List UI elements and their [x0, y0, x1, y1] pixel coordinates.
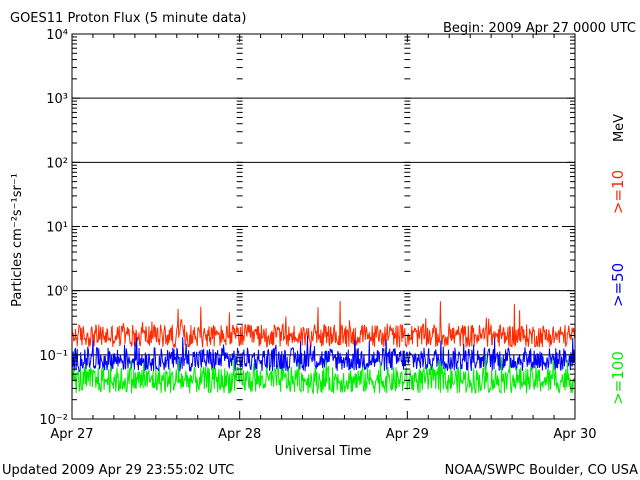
series-line — [71, 336, 576, 373]
y-tick-label: 10³ — [46, 92, 68, 107]
legend-entry: >=100 — [609, 351, 627, 405]
series-line — [71, 300, 576, 349]
x-tick-label: Apr 29 — [386, 427, 429, 442]
y-tick-label: 10² — [46, 156, 68, 171]
credit-label: NOAA/SWPC Boulder, CO USA — [445, 463, 638, 478]
y-tick-label: 10⁻¹ — [39, 349, 68, 364]
series-group — [71, 300, 576, 395]
y-tick-labels: 10⁴ 10³ 10² 10¹ 10⁰ 10⁻¹ 10⁻² — [39, 28, 68, 428]
begin-label: Begin: 2009 Apr 27 0000 UTC — [443, 21, 636, 36]
plot-frame — [71, 33, 576, 420]
y-tick-label: 10⁻² — [39, 413, 68, 428]
x-tick-label: Apr 28 — [218, 427, 261, 442]
tick-marks — [71, 34, 576, 420]
legend: >=10 >=50 >=100 — [609, 170, 627, 405]
grid-lines — [72, 97, 575, 356]
legend-entry: >=50 — [609, 263, 627, 307]
y-tick-label: 10⁴ — [46, 28, 68, 43]
x-axis-label: Universal Time — [275, 444, 372, 459]
x-tick-label: Apr 30 — [553, 427, 596, 442]
y-axis-label: Particles cm⁻²s⁻¹sr⁻¹ — [10, 173, 25, 307]
x-tick-labels: Apr 27 Apr 28 Apr 29 Apr 30 — [50, 427, 596, 442]
y-tick-label: 10⁰ — [46, 285, 68, 300]
updated-timestamp: Updated 2009 Apr 29 23:55:02 UTC — [2, 463, 234, 478]
series-line — [71, 355, 576, 395]
legend-entry: >=10 — [609, 170, 627, 214]
x-tick-label: Apr 27 — [50, 427, 93, 442]
y-tick-label: 10¹ — [46, 221, 68, 236]
unit-label: MeV — [612, 114, 627, 142]
chart-title: GOES11 Proton Flux (5 minute data) — [10, 11, 246, 26]
